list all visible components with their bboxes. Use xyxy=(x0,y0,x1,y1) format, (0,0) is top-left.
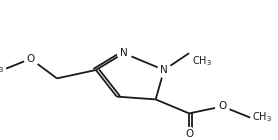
Text: CH$_3$: CH$_3$ xyxy=(192,55,212,68)
Text: O: O xyxy=(26,54,35,64)
Text: N: N xyxy=(120,48,128,58)
Text: CH$_3$: CH$_3$ xyxy=(0,62,4,75)
Text: N: N xyxy=(160,65,168,75)
Text: O: O xyxy=(185,129,193,139)
Text: CH$_3$: CH$_3$ xyxy=(252,111,272,124)
Text: O: O xyxy=(218,101,227,111)
